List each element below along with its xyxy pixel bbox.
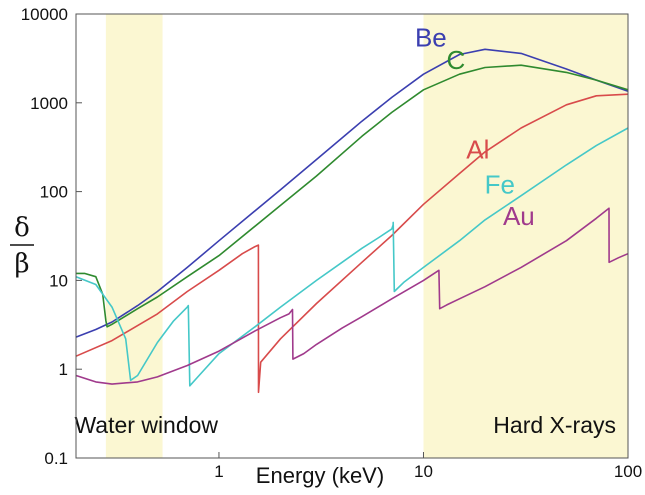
y-tick-label: 1 [59,360,68,379]
y-tick-label: 100 [40,183,68,202]
series-line-au [75,207,629,385]
series-label-c: C [446,45,465,75]
series-line-fe [75,127,629,387]
series-label-au: Au [503,201,535,231]
lines-layer [75,48,629,394]
y-axis-label-denominator: β [14,249,29,279]
band-label-hard-x-rays: Hard X-rays [493,412,616,438]
band-label-water-window: Water window [74,412,218,438]
x-axis-label: Energy (keV) [256,463,384,488]
series-label-al: Al [466,135,489,165]
y-tick-label: 0.1 [44,449,68,468]
series-label-be: Be [415,23,447,53]
bands-layer: Water window Hard X-rays [74,14,628,458]
series-label-fe: Fe [485,170,515,200]
plot-frame [75,13,629,459]
band-hard-x-rays [423,14,628,458]
x-tick-label: 100 [614,462,642,481]
series-line-al [75,93,629,394]
y-axis-label: δ β [10,213,34,279]
y-axis-label-numerator: δ [14,213,30,243]
y-tick-label: 10 [49,271,68,290]
ticks-layer: 0.1 1 10 100 1000 10000 1 10 100 [21,5,642,481]
band-water-window [105,14,163,458]
y-tick-label: 10000 [21,5,68,24]
y-tick-label: 1000 [30,94,68,113]
x-tick-label: 10 [414,462,433,481]
series-line-be [75,48,629,338]
series-line-c [76,64,629,328]
x-tick-label: 1 [214,462,223,481]
